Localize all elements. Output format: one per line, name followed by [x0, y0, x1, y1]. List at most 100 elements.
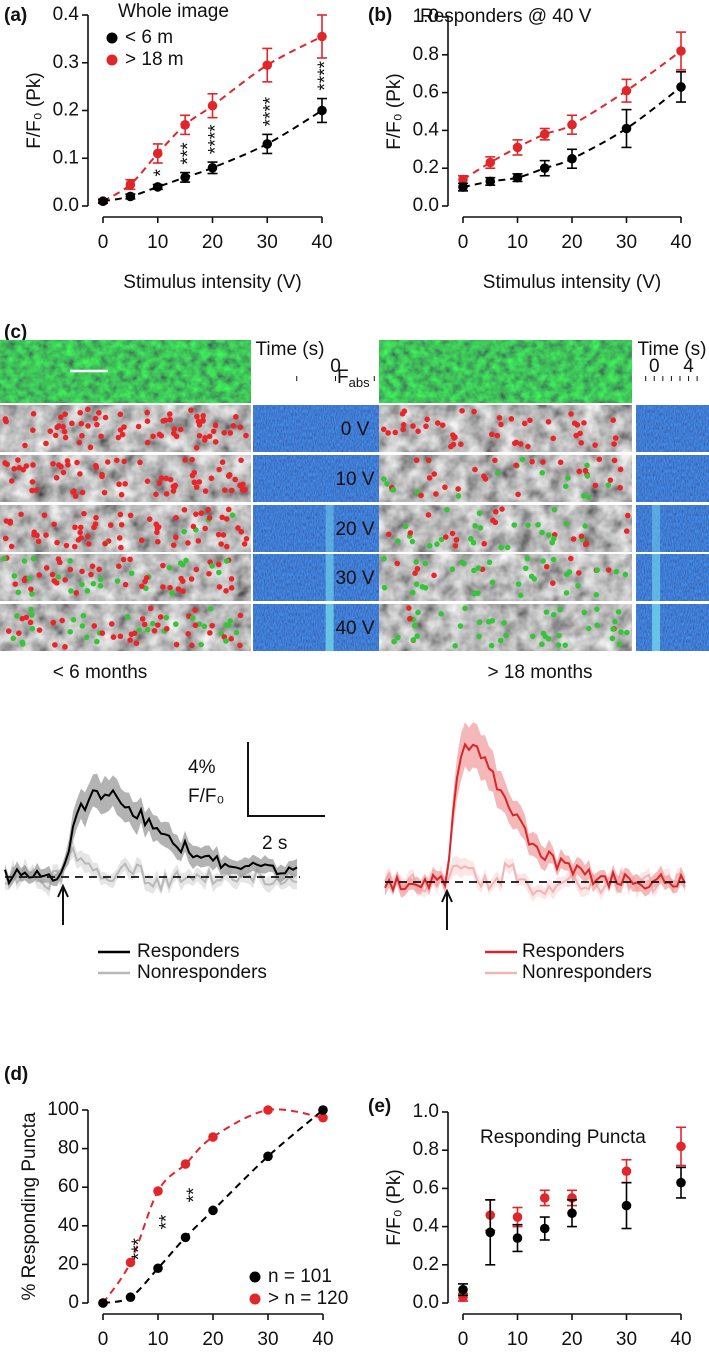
- puncta-dot: [607, 477, 614, 483]
- fabs-label: Fabs: [337, 367, 370, 390]
- puncta-dot: [94, 421, 100, 428]
- legend-label: > n = 120: [268, 1288, 348, 1309]
- kymograph: [636, 604, 709, 651]
- puncta-dot: [392, 429, 399, 436]
- puncta-dot: [77, 529, 83, 536]
- data-point: [125, 191, 136, 202]
- puncta-dot: [91, 524, 97, 531]
- puncta-dot: [29, 625, 36, 632]
- x-tick-label: 0: [458, 1329, 469, 1350]
- puncta-dot: [141, 621, 148, 628]
- puncta-dot: [70, 616, 77, 623]
- puncta-dot: [16, 465, 23, 471]
- puncta-dot: [136, 627, 142, 633]
- chart-title: Responding Puncta: [480, 1127, 646, 1148]
- puncta-dot: [180, 561, 186, 568]
- puncta-dot: [116, 535, 123, 541]
- puncta-dot: [444, 506, 450, 513]
- puncta-dot: [215, 561, 222, 568]
- puncta-dot: [79, 568, 85, 575]
- puncta-dot: [582, 541, 589, 548]
- puncta-dot: [400, 426, 406, 433]
- time-axis-label: Time (s): [638, 339, 707, 360]
- puncta-dot: [52, 642, 58, 648]
- puncta-dot: [47, 428, 54, 434]
- puncta-dot: [198, 641, 204, 648]
- puncta-dot: [61, 428, 68, 435]
- puncta-dot: [209, 563, 215, 569]
- puncta-dot: [423, 423, 429, 430]
- puncta-dot: [155, 538, 161, 545]
- puncta-dot: [470, 539, 477, 546]
- puncta-dot: [414, 489, 420, 495]
- puncta-dot: [55, 574, 62, 580]
- voltage-label: 40 V: [335, 618, 374, 639]
- puncta-dot: [617, 484, 623, 491]
- puncta-dot: [517, 441, 524, 447]
- puncta-dot: [524, 555, 531, 562]
- puncta-dot: [118, 491, 125, 498]
- puncta-dot: [235, 525, 241, 531]
- puncta-dot: [400, 422, 407, 428]
- puncta-dot: [128, 570, 135, 577]
- panel-label: (a): [4, 5, 27, 26]
- data-point: [621, 1166, 632, 1177]
- puncta-dot: [11, 466, 17, 472]
- puncta-dot: [89, 563, 96, 569]
- puncta-dot: [539, 529, 545, 536]
- puncta-dot: [414, 565, 421, 572]
- puncta-dot: [2, 535, 9, 542]
- puncta-dot: [65, 462, 71, 468]
- puncta-dot: [498, 544, 505, 551]
- puncta-dot: [622, 571, 629, 578]
- puncta-dot: [232, 476, 238, 483]
- x-tick-label: 40: [670, 1329, 691, 1350]
- puncta-dot: [79, 581, 85, 588]
- data-point: [207, 100, 218, 111]
- puncta-dot: [12, 581, 19, 587]
- scale-label: F/F₀: [188, 786, 224, 807]
- puncta-dot: [185, 631, 191, 637]
- puncta-dot: [496, 414, 503, 421]
- kymograph: [636, 455, 709, 502]
- x-tick-label: 0: [98, 1329, 109, 1350]
- puncta-dot: [50, 461, 56, 467]
- data-point: [180, 1232, 191, 1243]
- puncta-dot: [462, 605, 468, 612]
- puncta-dot: [492, 457, 498, 464]
- puncta-dot: [196, 432, 203, 439]
- panel-label: (b): [368, 5, 392, 26]
- puncta-dot: [471, 408, 477, 415]
- puncta-dot: [133, 640, 140, 647]
- puncta-dot: [431, 572, 437, 579]
- significance-label: *: [151, 169, 172, 177]
- data-point: [567, 153, 577, 164]
- panel-label: (e): [368, 1096, 391, 1117]
- puncta-dot: [453, 536, 460, 543]
- puncta-dot: [118, 521, 125, 528]
- fluorescence-image: [0, 340, 251, 403]
- puncta-dot: [202, 525, 208, 532]
- x-tick-label: 10: [507, 232, 528, 253]
- puncta-dot: [216, 569, 222, 576]
- puncta-dot: [625, 512, 631, 519]
- puncta-dot: [85, 533, 91, 540]
- puncta-dot: [93, 514, 99, 521]
- x-tick-label: 30: [616, 232, 637, 253]
- puncta-dot: [562, 642, 569, 648]
- puncta-dot: [212, 422, 219, 429]
- puncta-dot: [67, 558, 73, 564]
- puncta-dot: [30, 427, 36, 433]
- data-point: [539, 1193, 550, 1203]
- puncta-dot: [223, 588, 229, 594]
- puncta-dot: [575, 582, 581, 589]
- puncta-dot: [467, 535, 474, 542]
- puncta-dot: [14, 613, 20, 619]
- puncta-dot: [525, 443, 531, 450]
- voltage-label: 30 V: [335, 568, 374, 589]
- puncta-dot: [486, 618, 492, 625]
- puncta-dot: [75, 537, 82, 543]
- puncta-dot: [395, 538, 401, 544]
- puncta-dot: [535, 521, 541, 528]
- puncta-dot: [238, 457, 244, 464]
